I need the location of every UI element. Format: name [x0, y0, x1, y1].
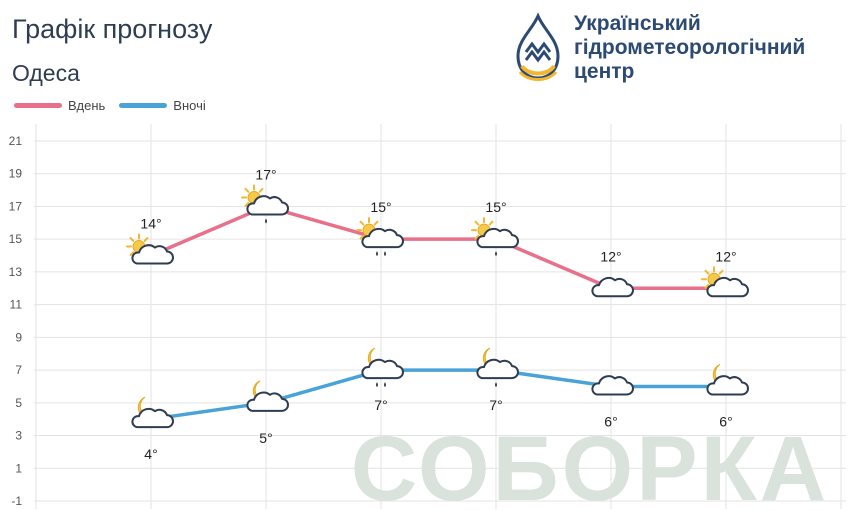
- organization-name: Український гідрометеорологічний центр: [574, 12, 805, 84]
- hydromet-drop-logo-icon: [516, 12, 560, 81]
- day-temperature-label: 12°: [600, 248, 621, 264]
- day-temperature-label: 12°: [715, 248, 736, 264]
- y-tick-label: 13: [9, 265, 23, 279]
- sun-cloud-drizzle-icon: [241, 184, 289, 224]
- organization-name-line: центр: [574, 60, 635, 83]
- y-axis-ticks: 21 19 17 15 13 11 9 7 5 3 1 -1: [9, 134, 23, 508]
- y-tick-label: 3: [15, 429, 22, 443]
- night-temperature-label: 6°: [719, 413, 732, 429]
- day-temperature-label: 15°: [485, 199, 506, 215]
- moon-cloud-drizzle-icon: [476, 347, 519, 388]
- night-temperature-label: 6°: [604, 413, 617, 429]
- cloud-icon: [591, 375, 634, 396]
- legend-item-night[interactable]: Вночі: [119, 98, 206, 113]
- day-temperature-label: 17°: [255, 166, 276, 182]
- cloud-icon: [591, 276, 634, 298]
- night-temperature-label: 5°: [259, 430, 272, 446]
- y-tick-label: 11: [10, 298, 23, 312]
- chart-grid: [34, 124, 846, 509]
- y-tick-label: 15: [9, 232, 23, 246]
- night-temperature-label: 7°: [374, 397, 387, 413]
- y-tick-label: 9: [15, 330, 22, 344]
- moon-cloud-icon: [246, 380, 289, 412]
- sun-cloud-icon: [701, 266, 749, 298]
- y-tick-label: 21: [9, 134, 23, 148]
- page-title: Графік прогнозу: [12, 14, 213, 44]
- day-series-line: [150, 204, 726, 291]
- y-tick-label: -1: [11, 494, 22, 508]
- sun-cloud-icon: [126, 233, 174, 265]
- chart-series: [150, 204, 726, 421]
- day-temperature-label: 14°: [140, 216, 161, 232]
- sun-cloud-drizzle-icon: [471, 217, 519, 257]
- moon-cloud-rain-icon: [361, 347, 404, 388]
- city-name: Одеса: [12, 60, 80, 86]
- organization-name-line: Український: [574, 12, 701, 35]
- watermark-text: СОБОРКА: [351, 418, 829, 511]
- night-temperature-label: 7°: [489, 397, 502, 413]
- organization-name-line: гідрометеорологічний: [574, 36, 806, 59]
- legend-label-day: Вдень: [68, 98, 106, 113]
- night-temperature-label: 4°: [144, 446, 157, 462]
- y-tick-label: 1: [15, 461, 22, 475]
- legend-item-day[interactable]: Вдень: [14, 98, 105, 113]
- organization-block: Український гідрометеорологічний центр: [514, 12, 805, 84]
- weather-icons: [126, 184, 749, 429]
- sun-cloud-rain-icon: [356, 217, 404, 257]
- moon-cloud-icon: [706, 363, 749, 396]
- legend-swatch-day: [14, 103, 62, 108]
- y-tick-label: 19: [9, 167, 23, 181]
- moon-cloud-icon: [131, 396, 174, 429]
- night-series-line: [150, 368, 726, 421]
- y-tick-label: 7: [15, 363, 22, 377]
- chart-legend: Вдень Вночі: [14, 98, 220, 113]
- y-tick-label: 5: [15, 396, 22, 410]
- legend-label-night: Вночі: [173, 98, 206, 113]
- y-tick-label: 17: [9, 199, 23, 213]
- temperature-labels: 14° 17° 15° 15° 12° 12° 4° 5° 7° 7° 6° 6°: [140, 166, 736, 462]
- legend-swatch-night: [119, 103, 168, 108]
- day-temperature-label: 15°: [370, 199, 391, 215]
